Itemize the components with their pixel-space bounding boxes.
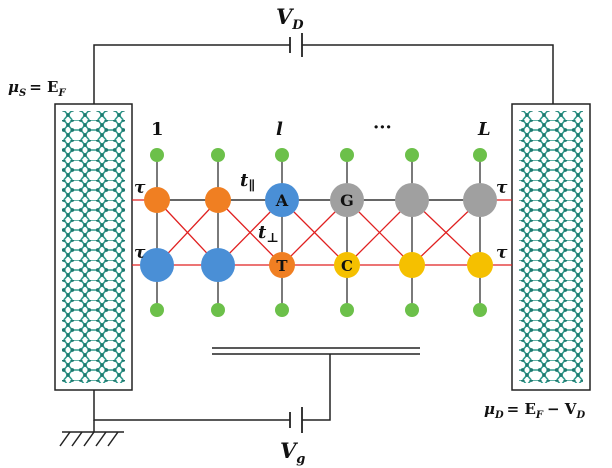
vd-battery-symbol [289,33,303,57]
side-node [340,303,354,317]
mu-d-label: μD = EF − VD [484,400,585,421]
base-label-G: G [340,191,354,210]
side-node [150,148,164,162]
side-node [275,303,289,317]
vg-battery-symbol [289,407,303,433]
coupling-bonds [132,199,512,266]
side-node [211,303,225,317]
top-node-4 [330,183,364,217]
bottom-node-3 [269,252,295,278]
top-circuit-wire [93,44,554,104]
top-node-2 [205,187,231,213]
base-label-A: A [275,191,289,210]
t-perp-label: t⊥ [258,222,279,246]
bottom-node-1 [140,248,174,282]
column-label-L: L [477,119,491,140]
tau-label-top-right: τ [496,178,508,198]
top-node-3 [265,183,299,217]
side-node [405,303,419,317]
column-label-dots: ··· [373,117,392,138]
top-node-1 [144,187,170,213]
bottom-node-2 [201,248,235,282]
gate-electrode [212,347,420,355]
source-electrode [54,103,133,391]
vg-label: Vg [280,438,305,467]
backbone-stubs [156,155,481,310]
bottom-node-6 [467,252,493,278]
side-node [340,148,354,162]
tau-label-bottom-left: τ [134,243,146,263]
top-strand-nodes [144,183,497,217]
side-node [405,148,419,162]
bottom-node-5 [399,252,425,278]
side-node [275,148,289,162]
side-node [473,148,487,162]
column-label-1: 1 [151,119,164,140]
side-group-nodes [150,148,487,317]
mu-s-label: μS = EF [8,78,66,99]
ground-symbol [59,420,124,447]
vd-label: VD [276,4,304,33]
top-node-5 [395,183,429,217]
bottom-strand-nodes [140,248,493,282]
base-label-T: T [276,257,288,275]
top-node-6 [463,183,497,217]
side-node [473,303,487,317]
tau-label-top-left: τ [134,178,146,198]
column-label-l: l [276,119,283,140]
bottom-node-4 [334,252,360,278]
side-node [150,303,164,317]
side-node [211,148,225,162]
base-label-C: C [341,257,353,275]
t-parallel-label: t∥ [240,170,255,194]
tau-label-bottom-right: τ [496,243,508,263]
drain-electrode [511,103,591,391]
